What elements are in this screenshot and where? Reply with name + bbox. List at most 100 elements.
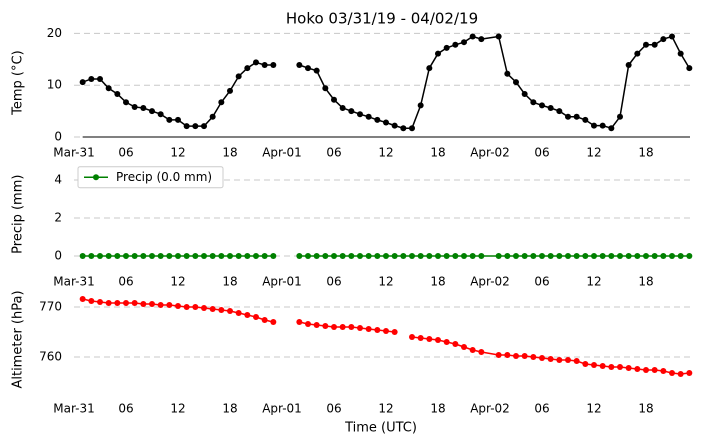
data-point [261, 253, 268, 259]
data-point [131, 300, 138, 306]
x-tick-label: 12 [586, 275, 601, 289]
data-point [357, 253, 363, 259]
data-point [426, 65, 433, 72]
data-point [365, 253, 372, 259]
data-point [495, 33, 502, 40]
data-point [478, 349, 485, 355]
data-point [417, 253, 424, 259]
data-point [582, 253, 589, 259]
data-point [677, 50, 684, 57]
data-point [166, 253, 173, 259]
data-point [270, 61, 277, 68]
data-point [322, 253, 329, 259]
data-point [452, 253, 459, 259]
data-point [383, 328, 389, 334]
x-tick-label: 06 [118, 402, 133, 416]
data-point [157, 111, 164, 118]
x-tick-label: 18 [430, 402, 445, 416]
y-axis-label: Temp (°C) [11, 50, 26, 116]
data-point [227, 253, 233, 259]
data-point [591, 362, 597, 368]
data-point [539, 253, 545, 259]
y-tick-label: 10 [47, 78, 62, 92]
data-point [88, 75, 95, 82]
data-point [478, 36, 485, 43]
data-point [651, 253, 658, 259]
data-point [547, 253, 554, 259]
y-axis-label: Precip (mm) [11, 175, 26, 254]
data-point [270, 319, 277, 325]
data-point [556, 108, 563, 115]
data-point [140, 104, 147, 111]
x-tick-label: 06 [326, 146, 341, 160]
x-tick-label: Apr-01 [262, 275, 302, 289]
data-point [79, 253, 86, 259]
x-tick-label: 12 [170, 402, 185, 416]
data-point [140, 301, 147, 307]
data-point [305, 253, 311, 259]
x-tick-label: 12 [586, 402, 601, 416]
data-point [426, 253, 433, 259]
data-point [253, 253, 259, 259]
data-point [530, 354, 537, 360]
data-point [504, 253, 511, 259]
data-point [88, 253, 95, 259]
data-point [660, 368, 667, 374]
legend-box [77, 166, 224, 189]
y-tick-label: 770 [39, 300, 62, 314]
data-point [660, 253, 667, 259]
data-point [209, 253, 216, 259]
data-point [391, 253, 398, 259]
data-point [331, 324, 337, 330]
data-point [634, 50, 641, 57]
data-point [565, 253, 571, 259]
data-point [270, 253, 277, 259]
data-point [261, 317, 268, 323]
data-point [643, 253, 649, 259]
data-point [374, 253, 381, 259]
data-point [114, 253, 121, 259]
data-point [391, 329, 398, 335]
data-point [131, 253, 138, 259]
data-point [573, 253, 580, 259]
data-point [582, 361, 589, 367]
data-point [218, 253, 225, 259]
data-point [383, 253, 389, 259]
data-point [313, 253, 320, 259]
data-point [183, 123, 190, 130]
data-point [686, 65, 693, 72]
data-point [339, 253, 346, 259]
data-point [235, 73, 242, 80]
x-tick-label: 18 [638, 402, 653, 416]
data-point [140, 253, 147, 259]
legend-marker [93, 174, 99, 181]
data-point [227, 87, 233, 94]
data-point [400, 253, 407, 259]
y-tick-label: 760 [39, 350, 62, 364]
data-point [175, 116, 181, 123]
data-point [331, 253, 337, 259]
data-point [97, 299, 103, 305]
data-point [131, 103, 138, 110]
data-point [305, 65, 311, 72]
data-point [617, 113, 623, 120]
data-point [599, 122, 606, 129]
data-point [599, 253, 606, 259]
data-point [192, 123, 199, 130]
data-point [123, 253, 129, 259]
x-tick-label: Apr-02 [470, 402, 510, 416]
data-point [608, 125, 615, 132]
x-tick-label: 06 [534, 402, 549, 416]
x-tick-label: 18 [222, 275, 237, 289]
data-point [625, 253, 632, 259]
data-point [625, 61, 632, 68]
data-point [114, 90, 121, 97]
data-point [322, 85, 329, 92]
data-point [556, 357, 563, 363]
data-point [513, 79, 519, 86]
x-tick-label: 06 [118, 275, 133, 289]
data-point [365, 326, 372, 332]
data-point [235, 310, 242, 316]
data-point [383, 119, 389, 126]
